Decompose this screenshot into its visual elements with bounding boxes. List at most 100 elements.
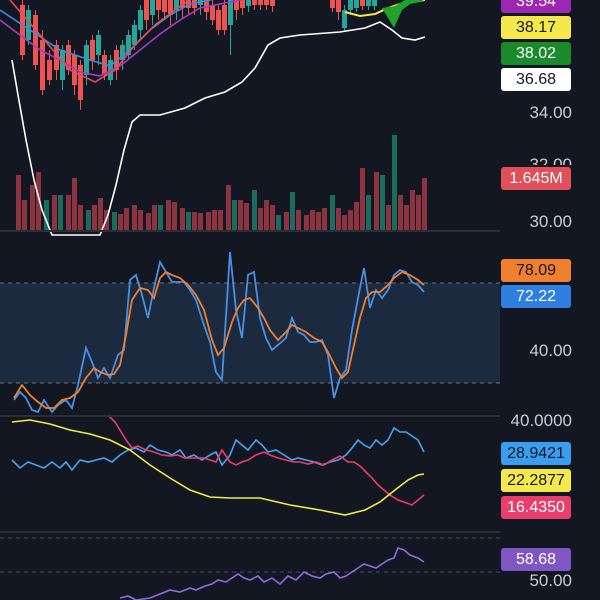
volume-bar: [322, 208, 327, 230]
volume-bar: [366, 195, 371, 230]
candle-body: [120, 45, 125, 60]
volume-bar: [72, 178, 77, 230]
volume-bar: [52, 195, 57, 230]
volume-bar: [218, 210, 223, 230]
moving-average-white: [11, 21, 426, 236]
volume-bar: [98, 198, 103, 230]
volume-bar: [226, 185, 231, 230]
price-axis-tick: 34.00: [529, 103, 572, 122]
volume-bar: [398, 195, 403, 230]
volume-bar: [284, 212, 289, 230]
candle-body: [348, 0, 353, 10]
candle-body: [252, 0, 257, 5]
stochastic-band-fill: [0, 283, 500, 383]
volume-bar: [44, 200, 49, 230]
candle-body: [40, 40, 45, 90]
volume-bar: [92, 205, 97, 230]
rsi-badge: 58.68: [501, 548, 571, 571]
candle-body: [366, 0, 371, 6]
stochastic-k-line: [13, 251, 425, 414]
candle-body: [216, 10, 221, 30]
candle-body: [150, 0, 155, 15]
panel-separator[interactable]: [0, 415, 500, 417]
volume-bar: [258, 208, 263, 230]
dmi-minus-line: [107, 414, 425, 506]
candle-body: [33, 15, 38, 65]
candle-body: [66, 45, 71, 70]
volume-bar: [112, 212, 117, 230]
volume-bar: [290, 192, 295, 230]
dmi-minus-badge: 16.4350: [501, 496, 571, 519]
volume-bar: [78, 205, 83, 230]
volume-bar: [238, 200, 243, 230]
ma-purple-price-badge: 39.54: [501, 0, 571, 13]
volume-bar: [66, 195, 71, 230]
volume-bar: [166, 200, 171, 230]
volume-bar: [264, 200, 269, 230]
volume-bar: [422, 178, 427, 230]
candle-body: [360, 0, 365, 6]
candle-body: [342, 10, 347, 28]
volume-badge: 1.645M: [501, 167, 571, 190]
candle-body: [26, 10, 31, 40]
volume-bar: [58, 195, 63, 230]
volume-bar: [336, 208, 341, 230]
volume-bar: [296, 210, 301, 230]
volume-bar: [132, 205, 137, 230]
volume-bar: [232, 200, 237, 230]
volume-bar: [348, 210, 353, 230]
volume-bar: [158, 205, 163, 230]
candle-body: [228, 0, 233, 25]
volume-bar: [198, 213, 203, 230]
volume-bar: [118, 214, 123, 230]
volume-bar: [138, 210, 143, 230]
candle-body: [90, 40, 95, 60]
candle-body: [138, 10, 143, 30]
volume-bar: [380, 175, 385, 230]
volume-bar: [330, 195, 335, 230]
price-axis-tick: 30.00: [529, 212, 572, 231]
candle-body: [246, 0, 251, 6]
candle-body: [47, 60, 52, 80]
volume-bar: [146, 213, 151, 230]
candle-body: [222, 5, 227, 30]
volume-bar: [22, 200, 27, 230]
volume-bar: [172, 202, 177, 230]
adx-line: [11, 419, 425, 516]
candle-body: [144, 0, 149, 20]
volume-bar: [36, 172, 41, 230]
panel-separator[interactable]: [0, 531, 500, 533]
stochastic-d-badge: 78.09: [501, 259, 571, 282]
volume-bar: [252, 190, 257, 230]
candle-body: [156, 0, 161, 10]
volume-bar: [354, 202, 359, 230]
volume-bar: [386, 205, 391, 230]
volume-bar: [30, 185, 35, 230]
panel-separator[interactable]: [0, 230, 500, 232]
stochastic-axis-tick: 40.00: [529, 341, 572, 360]
candle-body: [264, 0, 269, 5]
volume-bar: [310, 210, 315, 230]
candle-body: [258, 0, 263, 5]
volume-bar: [374, 172, 379, 230]
candle-body: [20, 5, 25, 55]
candle-body: [372, 0, 377, 6]
volume-bar: [276, 215, 281, 230]
candle-body: [210, 5, 215, 20]
candle-body: [162, 0, 167, 12]
candle-body: [336, 0, 341, 12]
candle-body: [96, 35, 101, 55]
volume-bar: [206, 212, 211, 230]
volume-bar: [404, 205, 409, 230]
volume-bar: [86, 210, 91, 230]
volume-bar: [392, 135, 397, 230]
volume-bar: [244, 203, 249, 230]
rsi-line: [119, 547, 425, 600]
candle-body: [192, 0, 197, 8]
volume-bar: [124, 208, 129, 230]
stochastic-d-line: [13, 270, 425, 409]
volume-bar: [316, 212, 321, 230]
volume-bar: [180, 208, 185, 230]
moving-average-green-cross: [382, 0, 424, 28]
